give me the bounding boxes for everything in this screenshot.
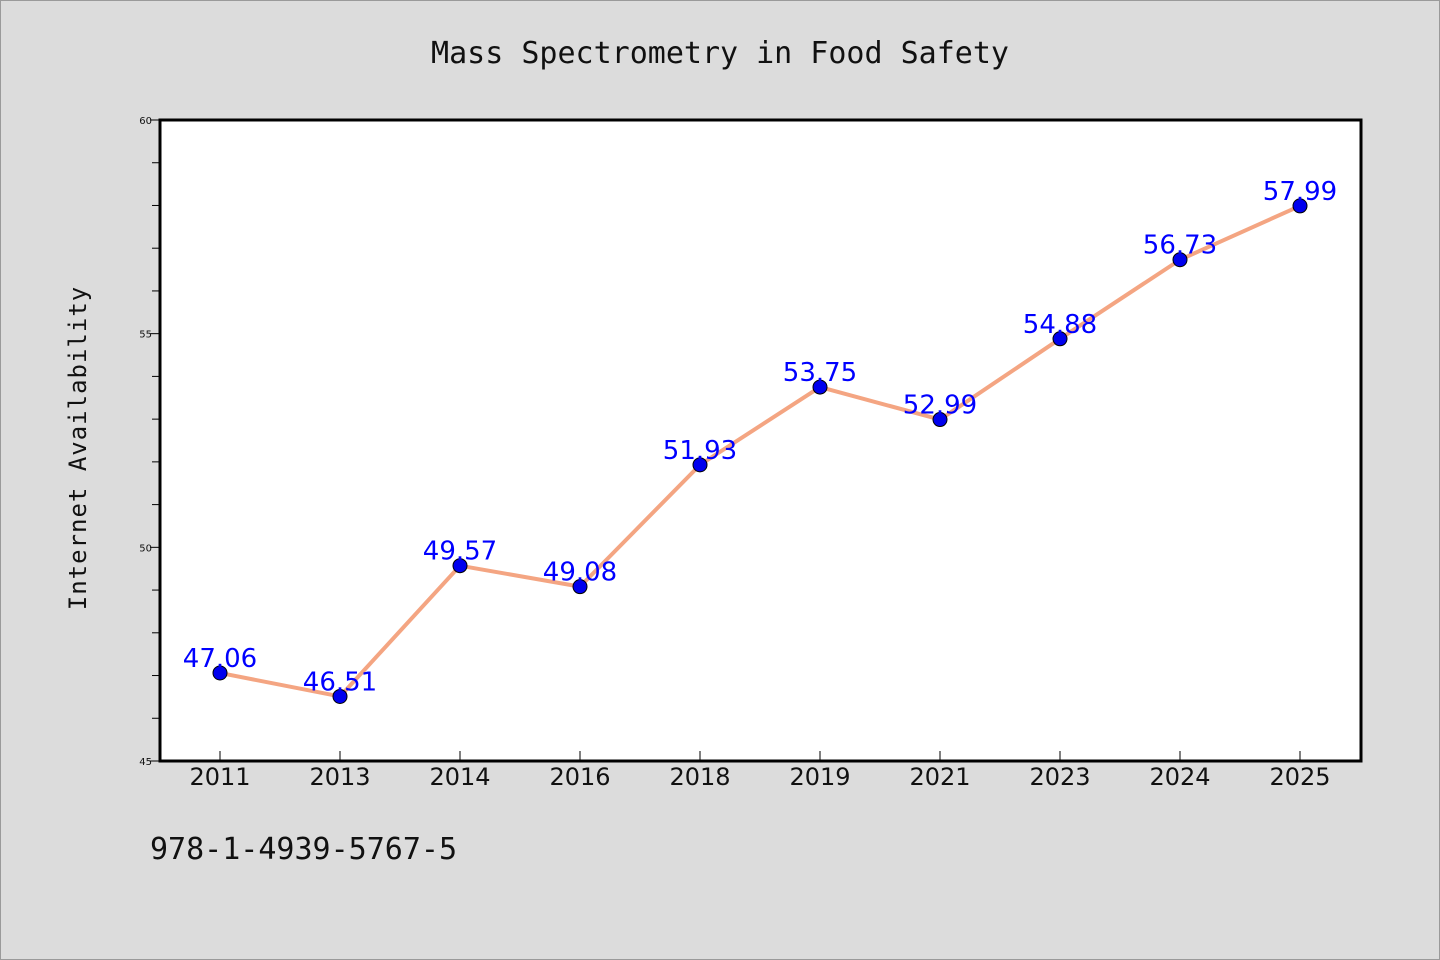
- data-label: 51.93: [663, 436, 737, 466]
- isbn-text: 978-1-4939-5767-5: [150, 832, 458, 867]
- data-point: [932, 412, 948, 428]
- data-label: 56.73: [1143, 231, 1217, 261]
- chart-title: Mass Spectrometry in Food Safety: [431, 36, 1009, 71]
- data-label: 52.99: [903, 391, 977, 421]
- series-line-group: [212, 198, 1308, 704]
- plot-area: [158, 118, 1363, 763]
- x-tick-label: 2024: [1149, 763, 1210, 791]
- y-axis: 45 50 55 60: [139, 116, 160, 768]
- x-tick-label: 2018: [669, 763, 730, 791]
- y-tick-label: 55: [139, 330, 152, 341]
- data-point: [332, 688, 348, 704]
- y-tick-label: 45: [139, 757, 152, 768]
- data-label: 47.06: [183, 644, 257, 674]
- x-tick-label: 2016: [549, 763, 610, 791]
- data-point: [1292, 198, 1308, 214]
- data-point: [812, 379, 828, 395]
- data-label: 53.75: [783, 358, 857, 388]
- data-point: [1052, 331, 1068, 347]
- data-label: 49.08: [543, 558, 617, 588]
- x-tick-label: 2025: [1269, 763, 1330, 791]
- data-point: [452, 558, 468, 574]
- x-tick-label: 2021: [909, 763, 970, 791]
- data-point: [692, 457, 708, 473]
- series-line: [218, 203, 1302, 699]
- data-point: [1172, 252, 1188, 268]
- data-label-group: 47.06 46.51 49.57 49.08 51.93 53.75 52.99 54.88…: [183, 177, 1337, 698]
- data-label: 46.51: [303, 667, 377, 697]
- data-point: [212, 665, 228, 681]
- x-tick-label: 2011: [189, 763, 250, 791]
- x-tick-label: 2019: [789, 763, 850, 791]
- x-tick-label: 2023: [1029, 763, 1090, 791]
- y-tick-label: 60: [139, 116, 152, 127]
- x-axis: 2011 2013 2014 2016 2018 2019 2021 2023 2024 2025: [189, 751, 1331, 791]
- data-label: 49.57: [423, 537, 497, 567]
- data-point: [572, 579, 588, 595]
- data-label: 57.99: [1263, 177, 1337, 207]
- x-tick-label: 2014: [429, 763, 490, 791]
- y-axis-label: Internet Availability: [64, 286, 92, 610]
- data-label: 54.88: [1023, 310, 1097, 340]
- x-tick-label: 2013: [309, 763, 370, 791]
- y-tick-label: 50: [139, 543, 152, 554]
